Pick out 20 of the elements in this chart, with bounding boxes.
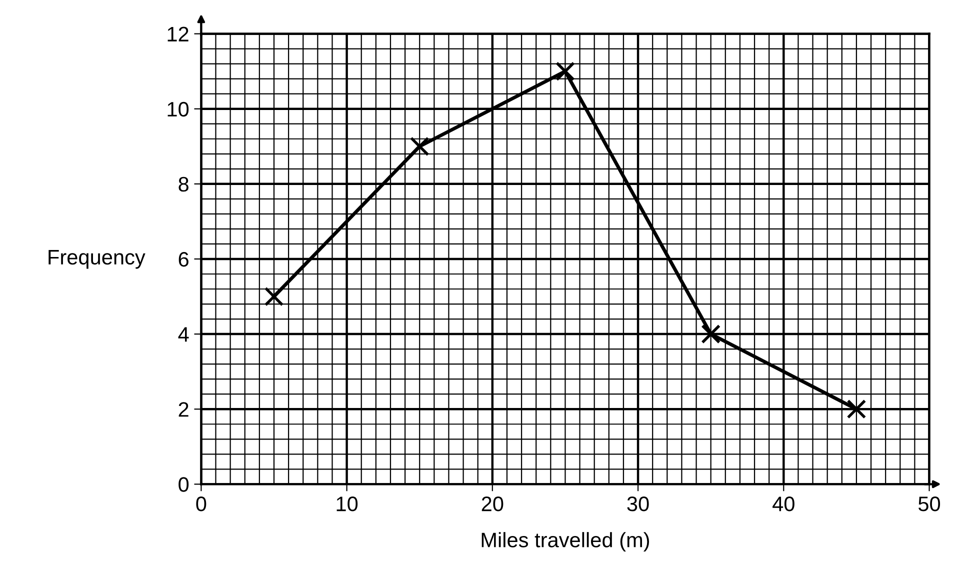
- x-tick-label: 0: [196, 496, 206, 512]
- y-tick-label: 2: [178, 402, 188, 417]
- y-axis-title: Frequency: [48, 250, 146, 269]
- x-tick-label: 50: [918, 496, 940, 512]
- x-tick-label: 40: [772, 496, 794, 512]
- y-tick-label: 4: [178, 327, 189, 342]
- point: [701, 324, 721, 344]
- y-tick-label: 0: [178, 477, 189, 492]
- x-tick-label: 30: [627, 496, 649, 512]
- x-axis-title: Miles travelled (m): [482, 532, 650, 552]
- x-tick-label: 20: [482, 496, 504, 512]
- y-tick-label: 6: [178, 252, 188, 267]
- x-tick-label: 10: [336, 496, 358, 512]
- point: [410, 136, 430, 156]
- point: [264, 286, 284, 306]
- point: [555, 62, 575, 82]
- y-tick-label: 8: [178, 176, 188, 192]
- y-tick-label: 12: [168, 26, 188, 42]
- y-tick-label: 10: [168, 102, 189, 117]
- point: [846, 399, 866, 419]
